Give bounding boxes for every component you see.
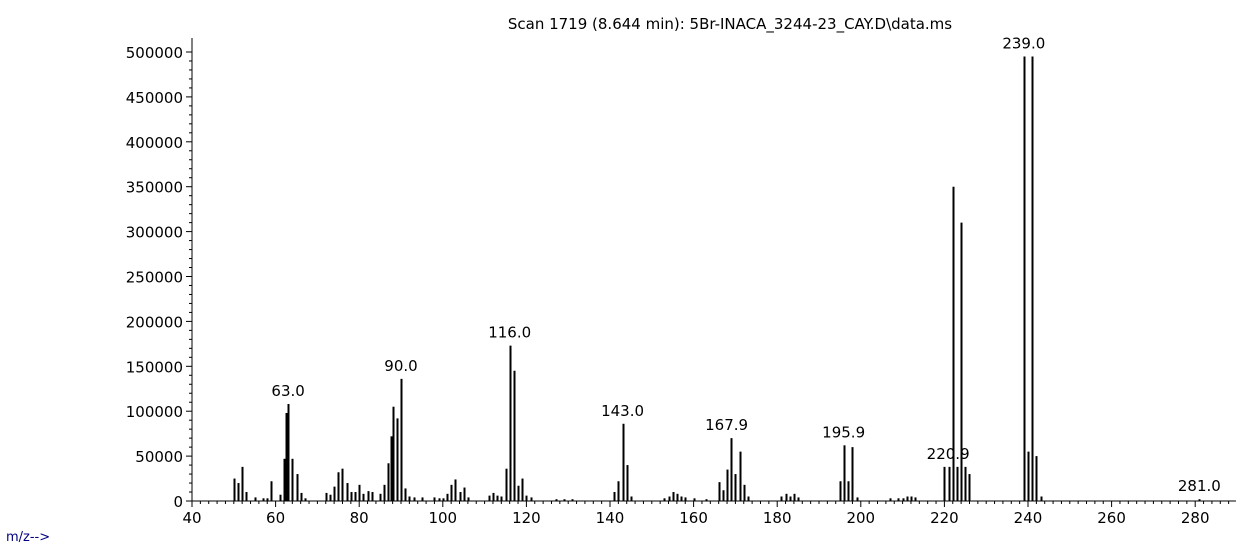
x-tick-label: 280 bbox=[1181, 509, 1210, 527]
x-tick-label: 100 bbox=[428, 509, 457, 527]
x-tick-label: 200 bbox=[846, 509, 875, 527]
y-tick-label: 200000 bbox=[126, 313, 183, 331]
x-axis-label: m/z--> bbox=[6, 530, 51, 545]
x-tick-label: 120 bbox=[512, 509, 541, 527]
y-tick-label: 300000 bbox=[126, 224, 183, 242]
x-tick-label: 180 bbox=[763, 509, 792, 527]
y-tick-label: 50000 bbox=[135, 448, 183, 466]
peak-label: 116.0 bbox=[488, 324, 531, 342]
peak-labels: 63.0 90.0 116.0 143.0 167.9 195.9 220.9 239.0 28… bbox=[271, 34, 1220, 495]
y-tick-label: 0 bbox=[173, 493, 183, 511]
peak-label: 281.0 bbox=[1178, 477, 1221, 495]
y-tick-label: 350000 bbox=[126, 179, 183, 197]
peak-label: 195.9 bbox=[822, 423, 865, 441]
x-tick-label: 40 bbox=[182, 509, 201, 527]
y-tick-label: 150000 bbox=[126, 358, 183, 376]
y-tick-label: 500000 bbox=[126, 44, 183, 62]
peak-label: 167.9 bbox=[705, 416, 748, 434]
peak-label: 239.0 bbox=[1002, 34, 1045, 52]
x-tick-label: 260 bbox=[1097, 509, 1126, 527]
x-tick-label: 80 bbox=[350, 509, 369, 527]
peak-label: 143.0 bbox=[601, 402, 644, 420]
peak-label: 220.9 bbox=[927, 445, 970, 463]
x-tick-label: 60 bbox=[266, 509, 285, 527]
peak-label: 90.0 bbox=[384, 357, 417, 375]
x-tick-label: 240 bbox=[1014, 509, 1043, 527]
x-tick-label: 140 bbox=[596, 509, 625, 527]
x-tick-label: 160 bbox=[679, 509, 708, 527]
y-tick-label: 250000 bbox=[126, 269, 183, 287]
y-tick-label: 450000 bbox=[126, 89, 183, 107]
chart-title: Scan 1719 (8.644 min): 5Br-INACA_3244-23… bbox=[508, 15, 952, 34]
y-tick-label: 100000 bbox=[126, 403, 183, 421]
chart-axes: 0 50000 100000 150000 200000 250000 300000 3500… bbox=[126, 38, 1236, 527]
spectrum-bars bbox=[233, 56, 1201, 501]
x-tick-label: 220 bbox=[930, 509, 959, 527]
y-tick-label: 400000 bbox=[126, 134, 183, 152]
peak-label: 63.0 bbox=[271, 382, 304, 400]
